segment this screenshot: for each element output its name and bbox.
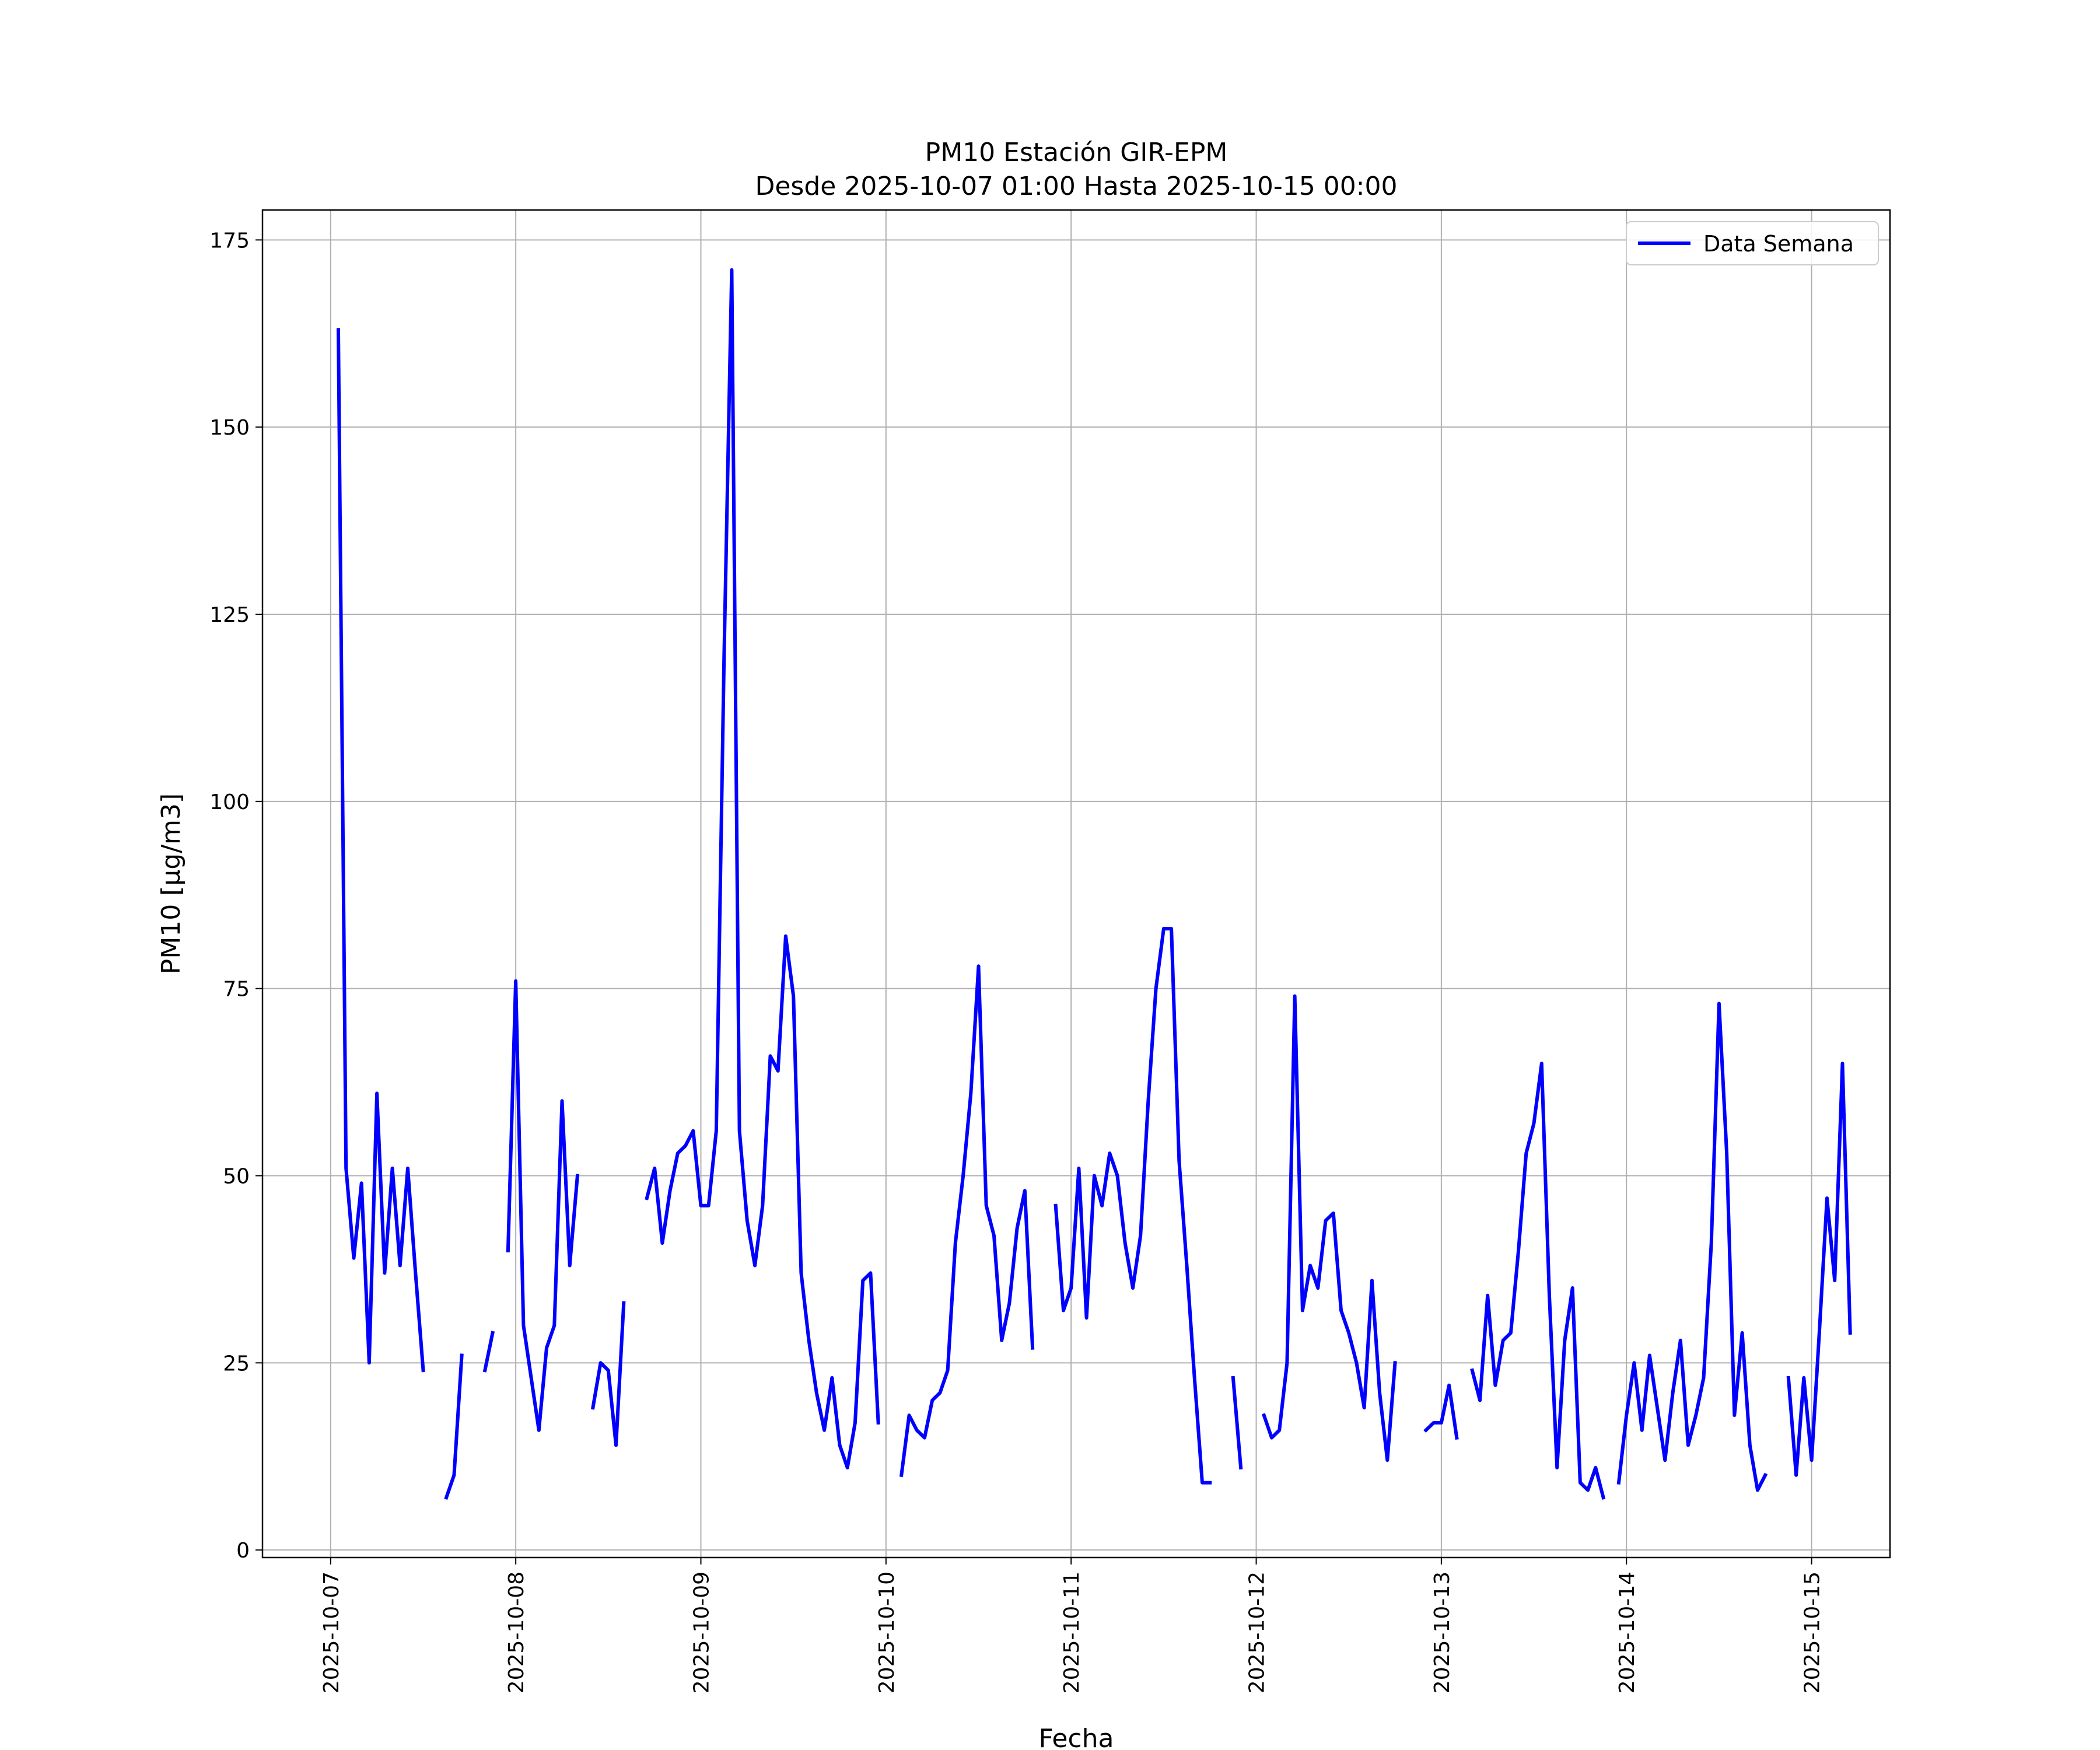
x-tick-label: 2025-10-11 [1060, 1572, 1084, 1693]
series-line-segment [645, 268, 880, 1469]
y-tick-label: 100 [209, 790, 250, 814]
y-axis-ticks: 0 25 50 75 100 125 150 175 [209, 229, 262, 1563]
series-line-segment [1423, 1383, 1459, 1440]
y-axis-label: PM10 [μg/m3] [156, 793, 186, 974]
series-lines [336, 268, 1852, 1500]
x-tick-label: 2025-10-09 [690, 1572, 713, 1693]
y-tick-label: 50 [223, 1165, 250, 1189]
x-tick-label: 2025-10-15 [1801, 1572, 1825, 1693]
x-tick-label: 2025-10-08 [505, 1572, 528, 1693]
x-axis-ticks: 2025-10-07 2025-10-08 2025-10-09 2025-10-10… [320, 1558, 1825, 1693]
y-tick-label: 25 [223, 1352, 250, 1376]
grid-lines [262, 210, 1890, 1558]
series-line-segment [1261, 994, 1397, 1462]
series-line-segment [899, 964, 1035, 1478]
series-line-segment [590, 1301, 626, 1447]
x-tick-label: 2025-10-12 [1245, 1572, 1269, 1693]
series-line-segment [1054, 927, 1212, 1485]
x-tick-label: 2025-10-13 [1430, 1572, 1454, 1693]
legend-label-data-semana: Data Semana [1703, 231, 1854, 257]
chart-subtitle: Desde 2025-10-07 01:00 Hasta 2025-10-15 … [755, 172, 1397, 201]
y-tick-label: 0 [236, 1539, 250, 1563]
x-tick-label: 2025-10-14 [1615, 1572, 1639, 1693]
y-tick-label: 175 [209, 229, 250, 253]
series-line-segment [1786, 1062, 1852, 1477]
plot-frame [261, 209, 1891, 1559]
legend-box [1626, 221, 1879, 265]
legend: Data Semana [1626, 221, 1879, 265]
x-axis-label: Fecha [1038, 1724, 1114, 1750]
y-tick-label: 150 [209, 416, 250, 440]
series-line-segment [444, 1353, 464, 1500]
chart-title: PM10 Estación GIR-EPM [925, 138, 1228, 167]
series-line-segment [482, 1331, 495, 1373]
series-line-segment [1470, 1062, 1606, 1500]
series-line-segment [336, 328, 425, 1373]
series-line-segment [1231, 1376, 1243, 1470]
series-line-segment [506, 979, 580, 1432]
y-tick-label: 125 [209, 603, 250, 627]
y-tick-label: 75 [223, 978, 250, 1002]
series-line-segment [1616, 1002, 1768, 1492]
x-tick-label: 2025-10-10 [875, 1572, 899, 1693]
x-tick-label: 2025-10-07 [320, 1572, 344, 1693]
